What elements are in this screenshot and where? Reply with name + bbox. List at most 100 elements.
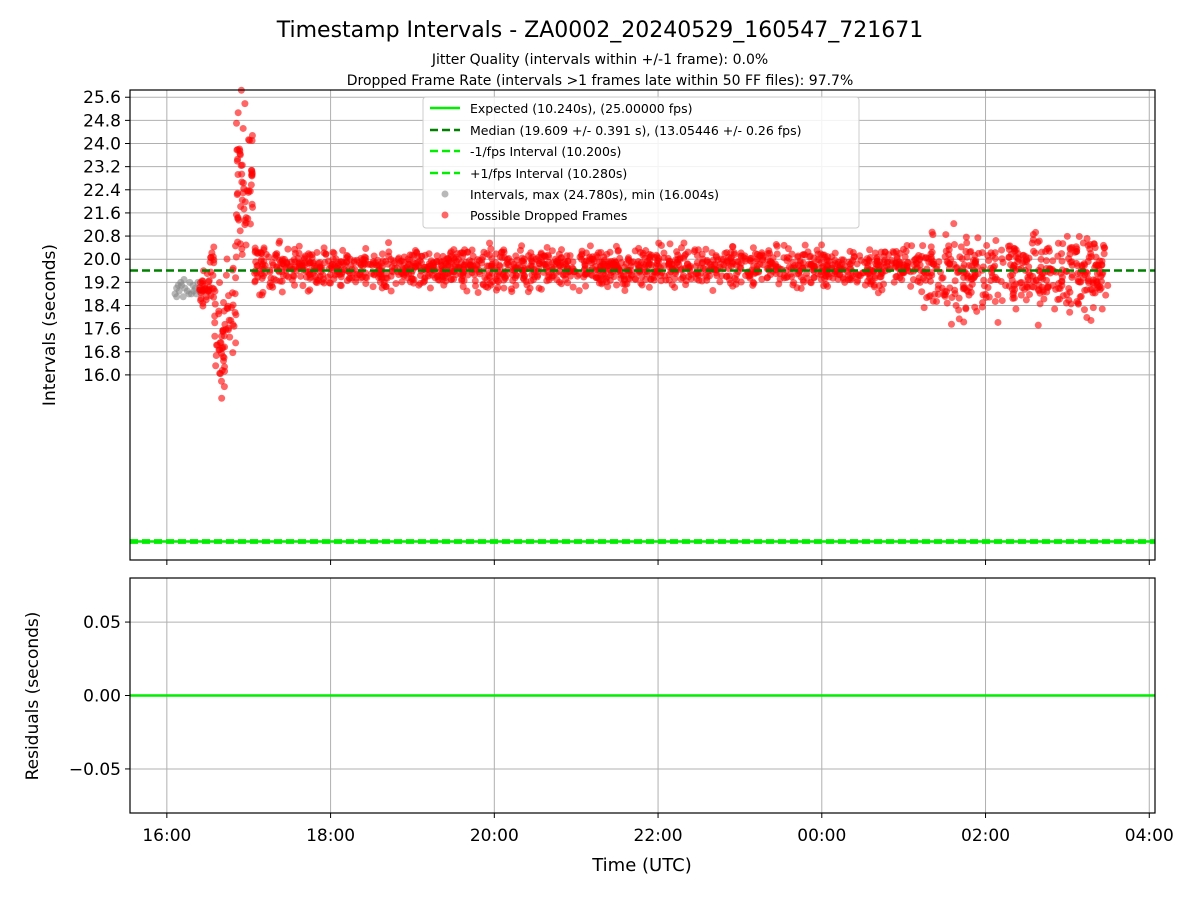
dropped-frame-point	[660, 249, 668, 257]
dropped-frame-point	[487, 263, 495, 271]
dropped-frame-point	[248, 200, 256, 208]
dropped-frame-point	[329, 248, 337, 256]
dropped-frame-point	[577, 251, 585, 259]
dropped-frame-point	[1083, 313, 1091, 321]
dropped-frame-point	[962, 247, 970, 255]
dropped-frame-point	[747, 254, 755, 262]
dropped-frame-point	[893, 253, 901, 261]
dropped-frame-point	[666, 240, 674, 248]
dropped-frame-point	[305, 260, 313, 268]
dropped-frame-point	[406, 251, 414, 259]
dropped-frame-point	[361, 253, 369, 261]
dropped-frame-point	[238, 196, 246, 204]
dropped-frame-point	[1007, 261, 1015, 269]
dropped-frame-point	[387, 287, 395, 295]
dropped-frame-point	[985, 257, 993, 265]
dropped-frame-point	[654, 256, 662, 264]
dropped-frame-point	[278, 277, 286, 285]
dropped-frame-point	[942, 231, 950, 239]
dropped-frame-point	[818, 241, 826, 249]
dropped-frame-point	[973, 307, 981, 315]
dropped-frame-point	[680, 239, 688, 247]
dropped-frame-point	[991, 273, 999, 281]
dropped-frame-point	[1084, 277, 1092, 285]
dropped-frame-point	[878, 286, 886, 294]
dropped-frame-point	[1091, 244, 1099, 252]
dropped-frame-point	[763, 274, 771, 282]
dropped-frame-point	[970, 274, 978, 282]
dropped-frame-point	[1008, 270, 1016, 278]
dropped-frame-point	[797, 273, 805, 281]
top-plot-frame	[129, 89, 1156, 561]
dropped-frame-point	[846, 260, 854, 268]
interval-point	[179, 293, 187, 301]
dropped-frame-point	[950, 220, 958, 228]
dropped-frame-point	[481, 274, 489, 282]
dropped-frame-point	[1043, 245, 1051, 253]
dropped-frame-point	[613, 281, 621, 289]
dropped-frame-point	[476, 270, 484, 278]
dropped-frame-point	[385, 252, 393, 260]
dropped-frame-point	[998, 246, 1006, 254]
dropped-frame-point	[943, 299, 951, 307]
dropped-frame-point	[864, 277, 872, 285]
dropped-frame-point	[947, 320, 955, 328]
dropped-frame-point	[239, 189, 247, 197]
dropped-frame-point	[197, 289, 205, 297]
dropped-frame-point	[265, 253, 273, 261]
dropped-frame-point	[575, 287, 583, 295]
dropped-frame-point	[390, 259, 398, 267]
top-y-tick-label: 19.2	[83, 273, 121, 293]
dropped-frame-point	[212, 351, 220, 359]
dropped-frame-point	[439, 273, 447, 281]
dropped-frame-point	[716, 278, 724, 286]
dropped-frame-point	[487, 245, 495, 253]
dropped-frame-point	[251, 248, 259, 256]
dropped-frame-point	[1034, 321, 1042, 329]
dropped-frame-point	[723, 272, 731, 280]
dropped-frame-point	[461, 246, 469, 254]
dropped-frame-point	[370, 270, 378, 278]
bottom-y-axis-label: Residuals (seconds)	[23, 612, 43, 781]
top-y-tick-label: 24.0	[83, 135, 121, 155]
dropped-frame-point	[620, 276, 628, 284]
dropped-frame-point	[960, 273, 968, 281]
dropped-frame-point	[960, 284, 968, 292]
dropped-frame-point	[984, 284, 992, 292]
dropped-frame-point	[520, 272, 528, 280]
dropped-frame-point	[749, 281, 757, 289]
dropped-frame-point	[211, 319, 219, 327]
dropped-frame-point	[329, 255, 337, 263]
dropped-frame-point	[425, 250, 433, 258]
legend-intervals: Intervals, max (24.780s), min (16.004s)	[470, 187, 719, 202]
dropped-frame-point	[282, 263, 290, 271]
dropped-frame-point	[1011, 285, 1019, 293]
dropped-frame-point	[839, 256, 847, 264]
dropped-frame-point	[325, 279, 333, 287]
chart-subtitle-1: Jitter Quality (intervals within +/-1 fr…	[431, 52, 768, 68]
dropped-frame-point	[440, 281, 448, 289]
top-x-ticks	[166, 560, 1150, 565]
dropped-frame-point	[950, 241, 958, 249]
dropped-frame-point	[753, 257, 761, 265]
dropped-frame-point	[647, 276, 655, 284]
dropped-frame-point	[465, 257, 473, 265]
dropped-frame-point	[588, 255, 596, 263]
dropped-frame-point	[548, 247, 556, 255]
interval-point	[180, 275, 188, 283]
dropped-frame-point	[966, 284, 974, 292]
dropped-frame-point	[406, 256, 414, 264]
dropped-frame-point	[999, 258, 1007, 266]
dropped-frame-point	[239, 124, 247, 132]
dropped-frame-point	[642, 247, 650, 255]
dropped-frame-point	[637, 279, 645, 287]
dropped-frame-point	[642, 275, 650, 283]
dropped-frame-point	[817, 271, 825, 279]
dropped-frame-point	[306, 251, 314, 259]
dropped-frame-point	[1101, 244, 1109, 252]
dropped-frame-point	[207, 254, 215, 262]
dropped-frame-point	[671, 275, 679, 283]
dropped-frame-point	[544, 267, 552, 275]
dropped-frame-point	[865, 257, 873, 265]
dropped-frame-point	[1068, 261, 1076, 269]
